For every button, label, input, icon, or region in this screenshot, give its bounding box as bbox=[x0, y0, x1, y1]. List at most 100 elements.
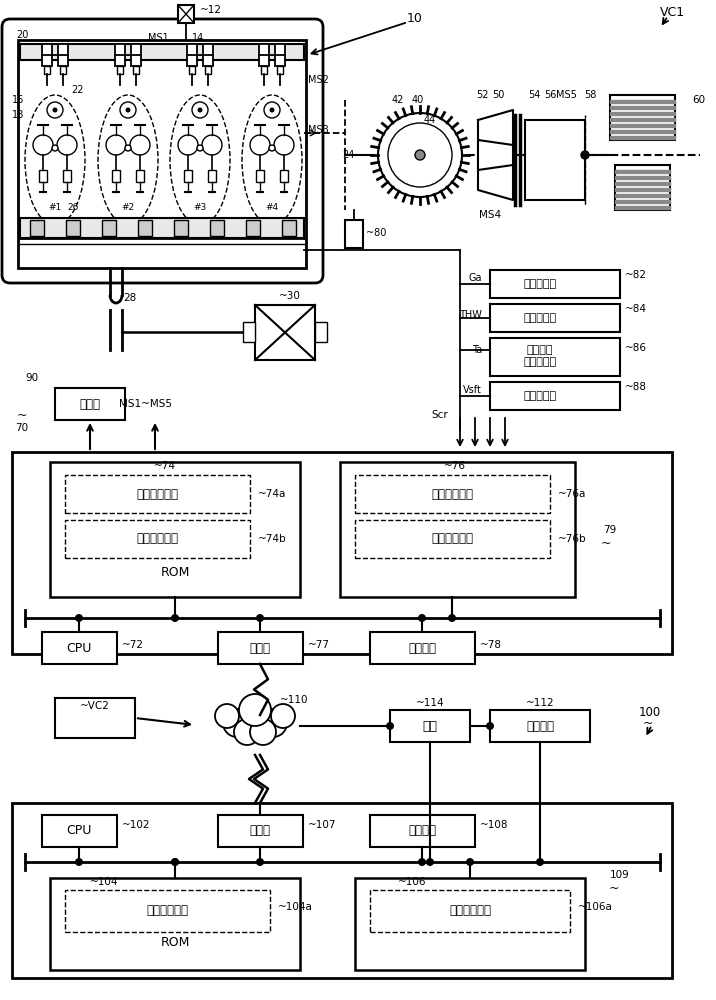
FancyBboxPatch shape bbox=[138, 220, 152, 236]
Circle shape bbox=[75, 614, 83, 622]
Text: 评价映射数据: 评价映射数据 bbox=[431, 532, 473, 546]
Text: 通信机: 通信机 bbox=[249, 642, 271, 654]
Circle shape bbox=[192, 102, 208, 118]
FancyBboxPatch shape bbox=[355, 475, 550, 513]
Circle shape bbox=[120, 102, 136, 118]
Text: Scr: Scr bbox=[432, 410, 448, 420]
Text: ~82: ~82 bbox=[625, 270, 647, 280]
Text: 22: 22 bbox=[72, 85, 84, 95]
Text: 警告灯: 警告灯 bbox=[79, 397, 100, 410]
FancyBboxPatch shape bbox=[136, 170, 144, 182]
FancyBboxPatch shape bbox=[187, 44, 197, 66]
Text: ~104: ~104 bbox=[90, 877, 119, 887]
FancyBboxPatch shape bbox=[189, 66, 195, 74]
FancyBboxPatch shape bbox=[370, 632, 475, 664]
FancyBboxPatch shape bbox=[55, 388, 125, 420]
FancyBboxPatch shape bbox=[50, 878, 300, 970]
Text: MS5: MS5 bbox=[556, 90, 576, 100]
FancyBboxPatch shape bbox=[50, 462, 300, 597]
Circle shape bbox=[418, 858, 426, 866]
Circle shape bbox=[130, 135, 150, 155]
FancyBboxPatch shape bbox=[203, 44, 213, 66]
Circle shape bbox=[234, 719, 260, 745]
Text: ~102: ~102 bbox=[122, 820, 150, 830]
FancyBboxPatch shape bbox=[275, 44, 285, 66]
Text: ROM: ROM bbox=[160, 566, 190, 580]
Text: ~: ~ bbox=[643, 716, 653, 730]
Text: 26: 26 bbox=[67, 204, 79, 213]
Circle shape bbox=[57, 135, 77, 155]
FancyBboxPatch shape bbox=[218, 632, 303, 664]
Text: ~106: ~106 bbox=[398, 877, 427, 887]
Text: 实用映射数据: 实用映射数据 bbox=[431, 488, 473, 500]
Polygon shape bbox=[610, 118, 675, 121]
Circle shape bbox=[256, 614, 264, 622]
Text: 60: 60 bbox=[692, 95, 705, 105]
Circle shape bbox=[52, 107, 57, 112]
Text: #2: #2 bbox=[122, 204, 135, 213]
Text: #4: #4 bbox=[266, 204, 279, 213]
Text: ~114: ~114 bbox=[416, 698, 445, 708]
FancyBboxPatch shape bbox=[490, 710, 590, 742]
Circle shape bbox=[237, 700, 273, 736]
Text: 空气流量计: 空气流量计 bbox=[523, 279, 556, 289]
Text: ROM: ROM bbox=[160, 936, 190, 950]
Circle shape bbox=[378, 113, 462, 197]
Circle shape bbox=[274, 135, 294, 155]
FancyBboxPatch shape bbox=[218, 815, 303, 847]
Text: ~107: ~107 bbox=[308, 820, 337, 830]
Text: ~108: ~108 bbox=[480, 820, 508, 830]
FancyBboxPatch shape bbox=[615, 165, 670, 210]
FancyBboxPatch shape bbox=[490, 304, 620, 332]
Text: 水温传感器: 水温传感器 bbox=[523, 313, 556, 323]
Text: ~76: ~76 bbox=[444, 461, 466, 471]
Circle shape bbox=[250, 719, 276, 745]
Polygon shape bbox=[610, 100, 675, 103]
Text: CPU: CPU bbox=[67, 824, 92, 838]
FancyBboxPatch shape bbox=[277, 66, 283, 74]
Circle shape bbox=[215, 704, 239, 728]
Circle shape bbox=[264, 102, 280, 118]
Circle shape bbox=[239, 694, 271, 726]
Text: ~110: ~110 bbox=[280, 695, 309, 705]
Text: 90: 90 bbox=[26, 373, 39, 383]
Circle shape bbox=[125, 145, 131, 151]
Text: ~76a: ~76a bbox=[558, 489, 586, 499]
Circle shape bbox=[178, 135, 198, 155]
Text: Ga: Ga bbox=[468, 273, 482, 283]
FancyBboxPatch shape bbox=[315, 322, 327, 342]
Text: ~80: ~80 bbox=[366, 228, 387, 238]
FancyBboxPatch shape bbox=[490, 382, 620, 410]
Circle shape bbox=[269, 107, 274, 112]
Text: ~76b: ~76b bbox=[558, 534, 586, 544]
Polygon shape bbox=[478, 140, 513, 170]
Text: CPU: CPU bbox=[67, 642, 92, 654]
Circle shape bbox=[171, 858, 179, 866]
Ellipse shape bbox=[98, 95, 158, 225]
FancyBboxPatch shape bbox=[42, 815, 117, 847]
FancyBboxPatch shape bbox=[174, 220, 188, 236]
Text: 再学习用数据: 再学习用数据 bbox=[449, 904, 491, 918]
Polygon shape bbox=[478, 110, 513, 200]
Circle shape bbox=[47, 102, 63, 118]
FancyBboxPatch shape bbox=[42, 632, 117, 664]
Text: 52: 52 bbox=[475, 90, 488, 100]
Text: 58: 58 bbox=[584, 90, 596, 100]
Circle shape bbox=[486, 722, 494, 730]
Polygon shape bbox=[610, 112, 675, 115]
Text: 42: 42 bbox=[392, 95, 405, 105]
Text: 再学习主程序: 再学习主程序 bbox=[146, 904, 188, 918]
FancyBboxPatch shape bbox=[243, 322, 255, 342]
Text: 10: 10 bbox=[407, 11, 423, 24]
Text: 44: 44 bbox=[424, 115, 436, 125]
Text: Vsft: Vsft bbox=[463, 385, 482, 395]
Text: 接口: 接口 bbox=[422, 720, 437, 732]
Text: 显示装置: 显示装置 bbox=[526, 720, 554, 732]
Text: MS3: MS3 bbox=[308, 125, 329, 135]
Text: 50: 50 bbox=[492, 90, 504, 100]
Text: ~106a: ~106a bbox=[578, 902, 613, 912]
Circle shape bbox=[171, 858, 179, 866]
Text: ~84: ~84 bbox=[625, 304, 647, 314]
Circle shape bbox=[75, 858, 83, 866]
Text: ~104a: ~104a bbox=[278, 902, 313, 912]
